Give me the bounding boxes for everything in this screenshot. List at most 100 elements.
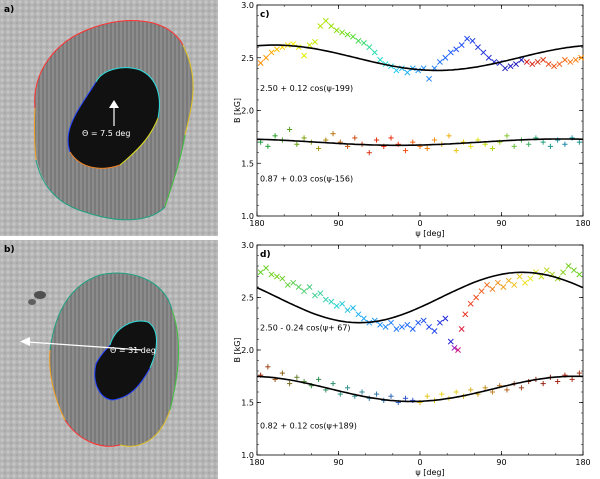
data-point-plus — [287, 381, 293, 387]
data-point-x — [455, 347, 461, 353]
data-point-stroke — [355, 311, 362, 318]
data-point-plus — [344, 385, 351, 391]
data-point-plus — [518, 385, 525, 391]
data-point-x — [551, 63, 557, 70]
plot-c: 180 90 0 90 180 1.0 1.5 2.0 2.5 3.0 ψ [deg] B [kG] c… — [228, 0, 600, 240]
data-point-stroke — [494, 279, 501, 286]
sunspot-image-b: Θ = 31 deg b) — [0, 240, 218, 479]
y-tick-label: 3.0 — [241, 241, 254, 250]
data-point-stroke — [279, 275, 286, 282]
data-point-stroke — [350, 33, 356, 40]
data-point-stroke — [516, 273, 523, 280]
theta-annotation-a: Θ = 7.5 deg — [82, 129, 130, 138]
data-point-x — [317, 290, 324, 297]
fit-formula-label: 0.82 + 0.12 cos(ψ+189) — [260, 421, 357, 430]
data-point-x — [339, 300, 346, 307]
data-point-x — [572, 56, 579, 63]
data-point-stroke — [478, 288, 485, 295]
data-point-stroke — [469, 37, 476, 44]
data-point-stroke — [551, 63, 557, 70]
data-point-stroke — [458, 42, 465, 49]
data-point-x — [377, 56, 384, 63]
data-point-stroke — [344, 307, 351, 314]
data-point-plus — [576, 139, 582, 145]
data-point-plus — [482, 385, 488, 391]
data-point-stroke — [263, 54, 270, 61]
data-point-x — [322, 296, 329, 303]
data-point-stroke — [455, 347, 461, 353]
data-point-x — [426, 75, 433, 82]
data-point-stroke — [415, 319, 422, 326]
data-point-stroke — [453, 46, 460, 53]
data-point-stroke — [431, 328, 438, 335]
arrow-head-icon — [20, 337, 30, 346]
data-point-stroke — [473, 294, 480, 301]
data-point-plus — [540, 139, 546, 145]
data-point-x — [371, 49, 378, 56]
data-point-stroke — [426, 323, 433, 330]
fit-formula-label: 2.50 - 0.24 cos(ψ+ 67) — [260, 324, 351, 333]
data-point-stroke — [322, 17, 329, 24]
data-point-stroke — [485, 54, 492, 61]
data-point-plus — [294, 374, 300, 380]
data-point-x — [464, 35, 471, 42]
data-point-x — [295, 284, 302, 290]
data-point-stroke — [518, 56, 525, 63]
data-point-plus — [315, 145, 322, 152]
data-point-x — [257, 60, 264, 66]
data-point-plus — [272, 133, 278, 139]
data-point-stroke — [328, 23, 335, 30]
data-point-x — [522, 279, 528, 286]
data-point-x — [451, 344, 458, 351]
data-point-x — [458, 42, 465, 49]
data-point-x — [473, 294, 480, 301]
data-point-x — [431, 328, 438, 335]
y-tick-label: 2.0 — [241, 346, 254, 355]
x-tick-label: 180 — [575, 458, 590, 467]
data-point-stroke — [578, 54, 585, 61]
data-point-plus — [373, 137, 380, 143]
data-point-plus — [258, 139, 264, 145]
data-point-stroke — [567, 59, 574, 65]
data-point-plus — [424, 145, 430, 152]
data-point-x — [534, 59, 541, 65]
x-tick-label: 90 — [496, 219, 506, 228]
data-point-stroke — [268, 49, 275, 56]
data-point-stroke — [301, 288, 308, 295]
data-point-x — [409, 326, 416, 332]
data-point-stroke — [284, 281, 291, 288]
data-point-stroke — [464, 35, 471, 42]
data-point-x — [344, 307, 351, 314]
data-point-stroke — [462, 311, 469, 318]
theta-annotation-b: Θ = 31 deg — [110, 346, 156, 355]
data-point-stroke — [339, 29, 346, 36]
data-point-stroke — [404, 69, 411, 76]
data-point-stroke — [388, 319, 394, 326]
data-point-stroke — [543, 267, 550, 274]
data-point-plus — [402, 147, 409, 154]
x-tick-label: 90 — [333, 219, 343, 228]
data-point-stroke — [415, 67, 422, 74]
data-point-x — [388, 319, 394, 326]
data-point-stroke — [447, 338, 454, 345]
data-point-plus — [468, 143, 474, 149]
data-point-stroke — [393, 67, 400, 74]
data-point-x — [301, 52, 308, 59]
x-tick-label: 180 — [575, 219, 590, 228]
data-point-stroke — [502, 65, 509, 72]
data-point-x — [344, 31, 351, 38]
data-point-x — [284, 281, 291, 288]
data-point-x — [529, 61, 536, 68]
data-point-stroke — [301, 52, 308, 59]
data-point-plus — [511, 143, 517, 149]
panel-label: c) — [260, 10, 269, 20]
y-tick-label: 1.0 — [241, 451, 254, 460]
data-point-stroke — [442, 54, 449, 61]
data-point-x — [306, 42, 313, 49]
data-point-x — [447, 49, 454, 56]
data-point-plus — [330, 381, 336, 387]
data-point-x — [355, 311, 362, 318]
data-point-stroke — [560, 269, 567, 276]
